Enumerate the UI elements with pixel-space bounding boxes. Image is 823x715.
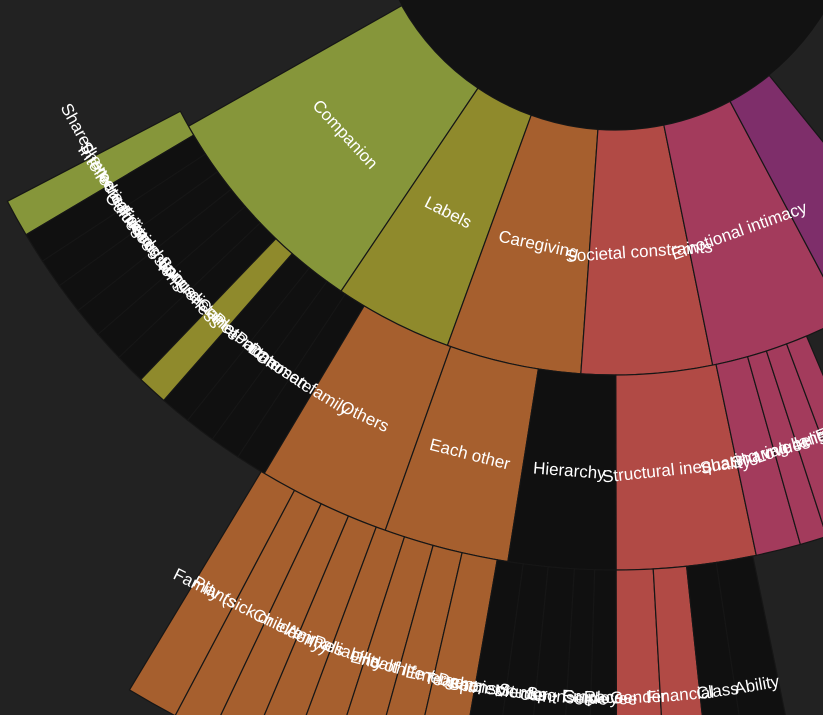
segment-platonic[interactable] (162, 252, 311, 422)
segment-children[interactable] (212, 502, 350, 715)
segment-friendship[interactable] (58, 170, 232, 312)
segment-reliability[interactable] (287, 526, 406, 715)
segment-race[interactable] (587, 569, 618, 715)
segment-sharing-values[interactable] (715, 355, 802, 556)
segment-long-distance[interactable] (118, 222, 277, 381)
sunburst-center (398, 0, 823, 130)
segment-shared-activities[interactable] (25, 134, 207, 262)
segment-ability[interactable] (715, 555, 804, 715)
segment-sharing-beliefs[interactable] (746, 350, 823, 546)
segment-teacher-student[interactable] (453, 559, 524, 715)
label-gender: Gender (610, 687, 668, 708)
label-race: Race (584, 688, 624, 708)
segment-comet[interactable] (140, 237, 294, 402)
segment-health[interactable] (326, 536, 434, 715)
segment-mentor-guide[interactable] (523, 566, 576, 715)
segment-spouse[interactable] (97, 205, 262, 359)
segment-emotional[interactable] (785, 335, 823, 527)
segment-cultivating-uniqueness[interactable] (77, 188, 247, 336)
segment-family-sick-or-elderly[interactable] (174, 489, 322, 715)
segment-emergencies[interactable] (405, 551, 498, 715)
segment-chosen-family[interactable] (237, 293, 365, 475)
segment-class[interactable] (685, 561, 754, 715)
label-emotional: Emo (813, 415, 823, 446)
segment-boss-employee[interactable] (559, 568, 596, 715)
segment-end-of-life-death[interactable] (365, 544, 463, 715)
segment-love-languages[interactable] (765, 343, 823, 537)
segment-partner[interactable] (186, 267, 328, 441)
segment-gender[interactable] (615, 568, 667, 715)
segment-intellectual-discussions[interactable] (41, 153, 219, 287)
sunburst-segments (6, 0, 823, 715)
segment-unlabeled[interactable] (729, 74, 823, 317)
segment-shared-experiences[interactable] (6, 110, 195, 236)
segment-plants[interactable] (128, 470, 296, 715)
segment-animals[interactable] (249, 515, 377, 715)
segment-datemate[interactable] (211, 280, 347, 458)
